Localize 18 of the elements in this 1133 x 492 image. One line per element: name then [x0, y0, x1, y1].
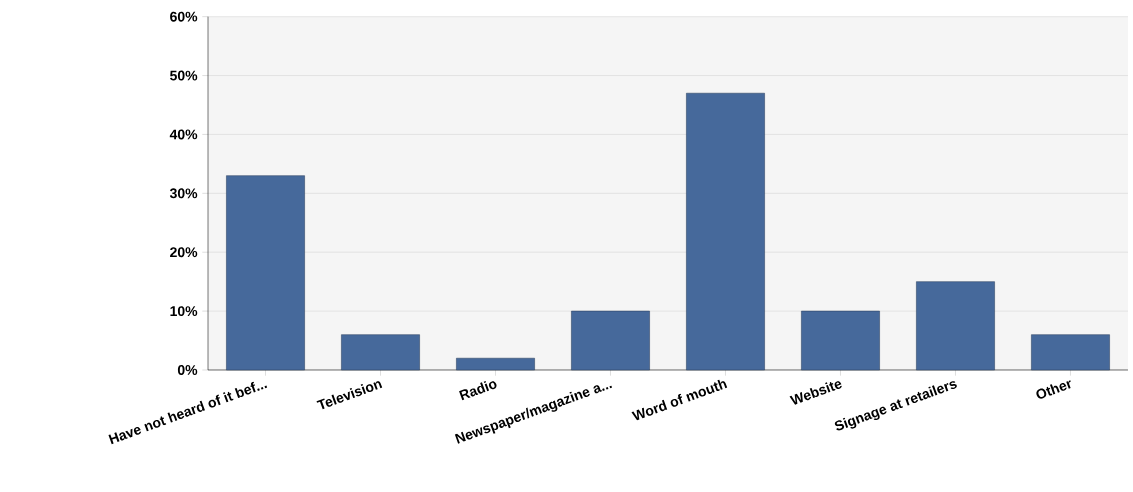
- y-tick-label: 30%: [169, 188, 198, 199]
- bar: [1031, 334, 1110, 371]
- bar: [226, 175, 305, 371]
- y-tick-label: 20%: [170, 247, 198, 258]
- y-tick-label: 10%: [170, 306, 198, 317]
- y-tick-label: 50%: [170, 70, 198, 81]
- y-tick-label: 0%: [177, 365, 198, 375]
- bar: [801, 310, 880, 371]
- bar: [341, 334, 420, 371]
- bar: [916, 281, 995, 371]
- bar: [571, 310, 650, 371]
- bar: [686, 92, 765, 371]
- y-tick-label: 40%: [169, 129, 198, 140]
- y-tick-label: 60%: [170, 11, 198, 22]
- x-tick-label: Other: [1036, 380, 1071, 399]
- bar: [456, 357, 535, 371]
- x-tick-label: Word of mouth: [631, 379, 728, 421]
- x-tick-label: Have not heard of it bef...: [108, 381, 268, 445]
